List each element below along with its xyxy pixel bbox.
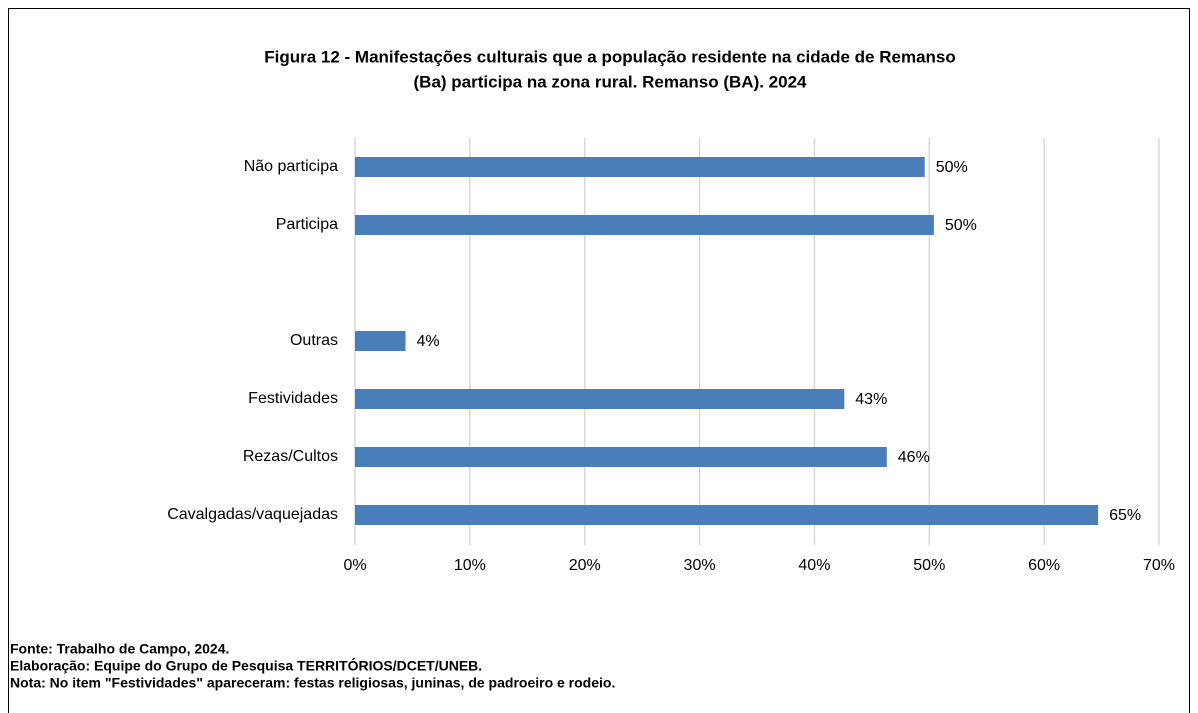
data-label: 50%: [945, 217, 977, 234]
bar: [355, 157, 925, 177]
chart-border: [8, 8, 1190, 713]
x-tick-label: 30%: [684, 557, 716, 574]
y-tick-label: Cavalgadas/vaquejadas: [167, 506, 338, 523]
note: Elaboração: Equipe do Grupo de Pesquisa …: [10, 657, 482, 674]
x-tick-label: 20%: [569, 557, 601, 574]
bar: [355, 505, 1099, 525]
note: Fonte: Trabalho de Campo, 2024.: [10, 641, 229, 657]
y-tick-label: Não participa: [244, 158, 338, 175]
data-label: 50%: [936, 159, 968, 176]
bar: [355, 215, 934, 235]
data-label: 4%: [417, 333, 440, 350]
y-tick-label: Rezas/Cultos: [243, 448, 338, 465]
y-tick-label: Outras: [290, 332, 338, 349]
x-tick-label: 70%: [1143, 557, 1175, 574]
bar: [355, 331, 406, 351]
bar: [355, 389, 845, 409]
data-label: 46%: [898, 449, 930, 466]
data-label: 43%: [855, 391, 887, 408]
x-tick-label: 50%: [913, 557, 945, 574]
x-tick-label: 10%: [454, 557, 486, 574]
x-tick-label: 40%: [798, 557, 830, 574]
y-tick-label: Participa: [276, 216, 338, 233]
note: Nota: No item "Festividades" apareceram:…: [10, 675, 615, 691]
chart-title: (Ba) participa na zona rural. Remanso (B…: [414, 72, 808, 91]
x-tick-label: 60%: [1028, 557, 1060, 574]
x-tick-label: 0%: [343, 557, 366, 574]
y-tick-label: Festividades: [248, 390, 338, 407]
bar: [355, 447, 887, 467]
chart-title: Figura 12 - Manifestações culturais que …: [264, 47, 956, 66]
data-label: 65%: [1109, 507, 1141, 524]
